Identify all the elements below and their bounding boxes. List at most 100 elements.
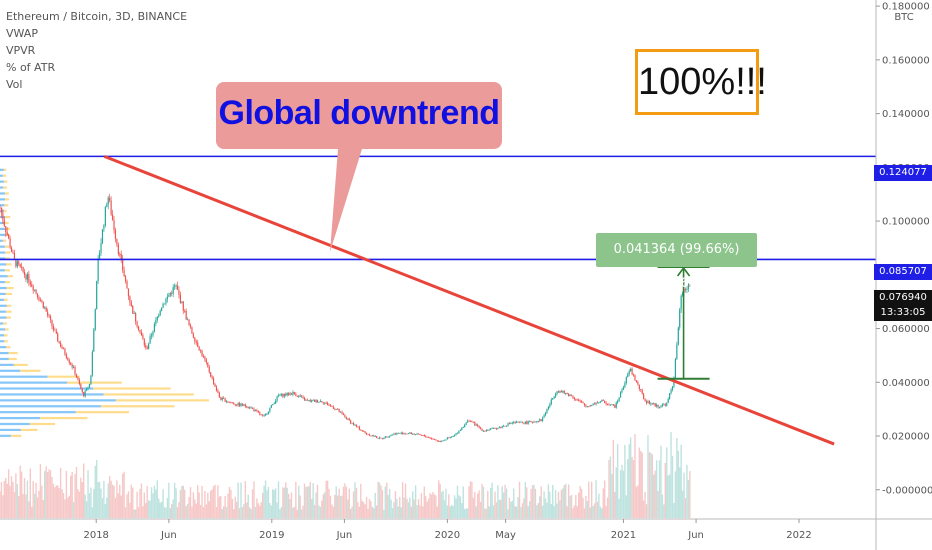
volume-bar: [539, 496, 541, 518]
candle-body: [579, 400, 581, 402]
volume-bar: [20, 471, 23, 518]
candle-body: [487, 430, 489, 431]
candle-body: [275, 400, 277, 404]
volume-bar: [70, 475, 72, 518]
indicator-atr[interactable]: % of ATR: [6, 61, 56, 74]
candle-body: [520, 421, 522, 423]
volume-bar: [184, 489, 186, 518]
volume-bar: [645, 504, 648, 518]
candle-body: [5, 226, 7, 233]
volume-bar: [266, 490, 268, 518]
candle-body: [289, 393, 291, 395]
vpvr-row-down: [5, 281, 10, 284]
candle-body: [184, 310, 186, 312]
volume-bar: [375, 505, 378, 518]
volume-bar: [663, 504, 665, 518]
volume-bar: [423, 486, 425, 518]
candle-body: [394, 433, 397, 435]
volume-bar: [237, 482, 239, 518]
volume-bar: [114, 498, 117, 518]
headline-label[interactable]: 100%!!!: [635, 49, 767, 115]
candle-body: [52, 326, 54, 330]
volume-bar: [394, 491, 397, 518]
volume-bar: [648, 452, 651, 518]
candle-body: [585, 405, 587, 407]
candle-body: [218, 392, 220, 398]
volume-bar: [661, 494, 664, 518]
indicator-vwap[interactable]: VWAP: [6, 27, 38, 40]
candle-body: [188, 319, 190, 325]
volume-bar: [25, 494, 27, 518]
volume-bar: [227, 493, 229, 518]
candle-body: [83, 392, 85, 397]
volume-bar: [312, 483, 314, 518]
indicator-vpvr[interactable]: VPVR: [6, 44, 36, 57]
vpvr-row-down: [10, 434, 22, 437]
volume-bar: [569, 495, 571, 518]
volume-bar: [160, 501, 163, 518]
volume-bar: [132, 487, 134, 518]
candle-body: [247, 407, 249, 409]
time-tick-label: May: [495, 530, 516, 541]
vpvr-row-down: [4, 204, 9, 207]
candle-body: [179, 294, 181, 303]
candle-body: [539, 419, 541, 422]
volume-bar: [492, 505, 495, 518]
volume-bar: [681, 490, 684, 518]
volume-bar: [559, 500, 561, 518]
volume-bar: [608, 460, 610, 518]
volume-bar: [51, 477, 53, 518]
vpvr-row-up: [0, 180, 4, 183]
candle-body: [625, 377, 627, 384]
candle-body: [547, 406, 550, 409]
volume-bar: [214, 484, 216, 518]
volume-bar: [511, 500, 514, 518]
indicator-vol[interactable]: Vol: [6, 78, 23, 91]
vpvr-row-up: [0, 186, 4, 189]
candle-body: [57, 333, 59, 342]
volume-bar: [414, 485, 417, 518]
volume-bar: [497, 485, 499, 518]
candle-body: [169, 292, 171, 296]
candle-body: [228, 402, 231, 403]
downtrend-callout-pointer: [330, 149, 362, 252]
volume-bar: [342, 486, 345, 518]
candle-body: [396, 432, 398, 435]
candle-body: [687, 284, 689, 290]
volume-bar: [139, 488, 141, 518]
candle-body: [432, 438, 434, 440]
candle-body: [531, 422, 534, 424]
vpvr-row-up: [0, 416, 40, 420]
volume-bar: [465, 508, 467, 518]
volume-bar: [90, 487, 92, 518]
candle-body: [563, 390, 565, 394]
volume-bar: [347, 499, 349, 518]
candle-body: [158, 315, 160, 317]
volume-bar: [298, 485, 300, 518]
vpvr-row-up: [0, 387, 94, 390]
vpvr-row-up: [0, 204, 5, 207]
candle-body: [386, 436, 388, 438]
vpvr-row-down: [115, 399, 210, 402]
candle-body: [185, 310, 187, 320]
candle-body: [214, 384, 216, 387]
volume-bar: [534, 488, 537, 518]
volume-bar: [417, 499, 420, 518]
candle-body: [351, 422, 353, 424]
volume-bar: [513, 488, 515, 518]
volume-bar: [641, 452, 643, 518]
volume-bar: [453, 495, 456, 518]
candle-body: [139, 330, 141, 333]
vpvr-row-down: [6, 310, 12, 313]
candle-body: [458, 430, 460, 434]
volume-bar: [404, 483, 407, 518]
downtrend-callout[interactable]: Global downtrend: [216, 82, 502, 149]
volume-bar: [510, 501, 512, 518]
volume-bar: [628, 444, 630, 518]
candle-body: [119, 254, 121, 255]
volume-bar: [367, 508, 369, 518]
candle-body: [251, 407, 254, 409]
candle-body: [576, 399, 578, 401]
volume-bar: [332, 506, 335, 518]
volume-bar: [13, 492, 16, 518]
